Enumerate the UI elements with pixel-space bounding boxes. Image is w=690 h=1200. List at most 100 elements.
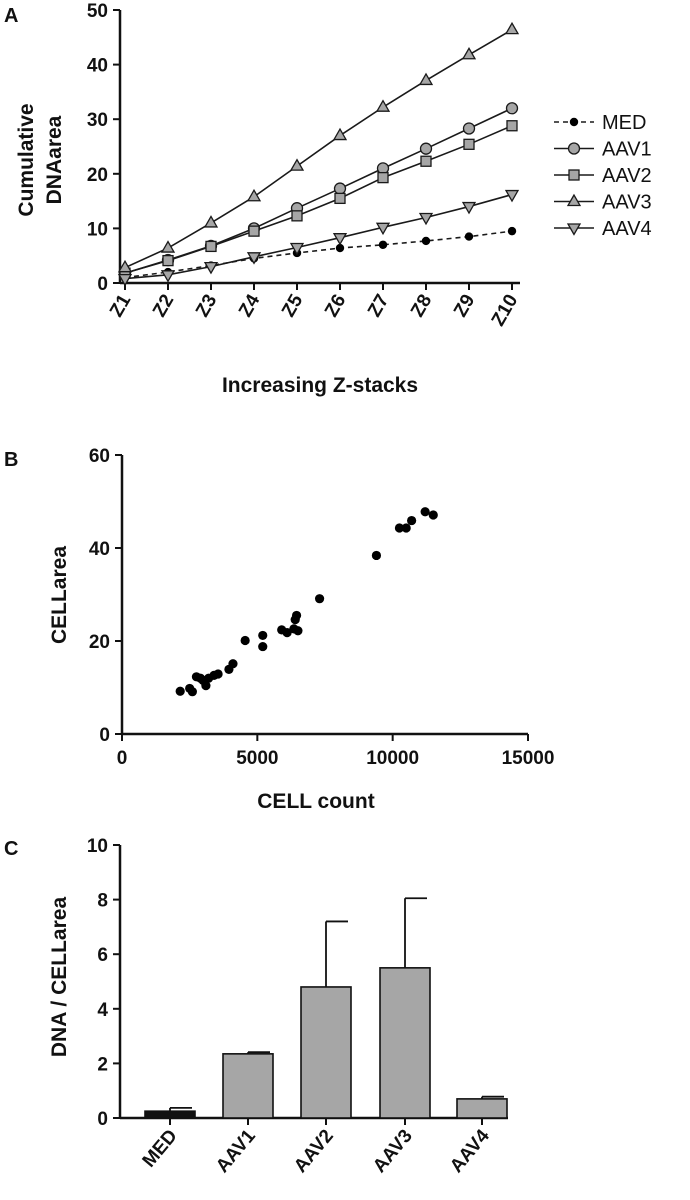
panel-a-point-aav2 [162, 254, 174, 267]
panel-a-y-tick-label: 40 [87, 56, 108, 77]
panel-b-point [407, 515, 417, 526]
panel-a-point-aav1 [333, 182, 347, 195]
panel-a-y-tick-label: 20 [87, 165, 108, 186]
panel-a-point-aav2 [334, 192, 346, 205]
panel-a-x-tick-label: Z4 [235, 291, 264, 321]
panel-a-point-aav3 [289, 158, 305, 171]
panel-a-point-aav4 [160, 270, 176, 283]
panel-b-point [201, 681, 211, 691]
panel-b-point [314, 594, 325, 604]
panel-a-x-tick-label: Z8 [407, 291, 436, 321]
panel-c-bar [222, 1053, 274, 1119]
panel-a-series-aav2 [119, 120, 518, 279]
panel-a-ylabel-line-1: Cumulative [15, 103, 38, 216]
panel-c-bar [300, 986, 352, 1119]
panel-a-x-tick-label: Z1 [106, 291, 135, 321]
panel-a-point-aav2 [463, 138, 475, 150]
panel-a-x-tick-label: Z5 [278, 291, 307, 321]
panel-a-point-aav3 [332, 127, 348, 141]
panel-a-line-med [124, 230, 513, 279]
panel-a-x-tick-label: Z6 [321, 291, 350, 321]
panel-b-x-tick-label: 5000 [236, 748, 278, 769]
panel-a-legend: MED AAV1 AAV2 AAV3 AAV4 [554, 112, 652, 240]
panel-a-legend-label: MED [602, 112, 646, 134]
panel-a-point-aav4 [418, 212, 434, 226]
panel-a-point-aav4 [332, 233, 348, 246]
panel-a-x-tick-label: Z7 [364, 291, 393, 321]
panel-b-point [420, 507, 430, 517]
panel-a-x-tick-label: Z2 [149, 291, 178, 321]
panel-a-point-aav3 [203, 215, 219, 228]
panel-a-x-tick-label: Z3 [192, 291, 221, 321]
panel-c-y-tick-label: 10 [87, 836, 108, 857]
panel-a-point-aav1 [462, 122, 476, 135]
panel-a-x-tick-label: Z10 [488, 291, 523, 330]
panel-a-point-aav4 [246, 252, 262, 265]
panel-a-point-aav2 [205, 240, 217, 253]
panel-a-point-aav4 [203, 261, 219, 275]
panel-b-axes [120, 455, 528, 736]
panel-b-y-tick-label: 60 [89, 446, 110, 467]
panel-a-point-aav4 [461, 201, 477, 215]
panel-a-legend-label: AAV1 [602, 139, 652, 161]
panel-a-legend-entry-med: MED [554, 112, 646, 134]
panel-c-x-ticks: MED AAV1 AAV2 AAV3 AAV4 [139, 1118, 494, 1177]
panel-a-legend-marker [566, 193, 582, 207]
panel-a-point-aav3 [375, 99, 391, 112]
panel-a-point-aav3 [461, 46, 477, 60]
panel-a-point-aav1 [505, 102, 519, 115]
panel-c-x-tick-label: AAV1 [212, 1125, 260, 1177]
panel-a-point-aav2 [420, 155, 432, 167]
panel-b-xlabel: CELL count [257, 790, 374, 813]
panel-c-bar [144, 1110, 196, 1119]
panel-a-legend-label: AAV4 [602, 218, 652, 240]
panel-b-point [428, 510, 438, 520]
panel-b-point [291, 610, 302, 621]
panel-a-point-aav2 [377, 171, 389, 184]
panel-a-point-med [421, 236, 431, 246]
panel-a-point-med [335, 243, 345, 253]
panel-a-point-aav3 [117, 259, 133, 273]
panel-c-bar-group-med [144, 1106, 196, 1119]
panel-b-x-tick-label: 15000 [502, 748, 555, 769]
panel-a-point-aav4 [117, 273, 133, 287]
panel-c-bar-group-aav4 [456, 1095, 508, 1119]
panel-c-bar [379, 967, 431, 1119]
panel-b-point [258, 630, 268, 641]
panel-a-series-aav4 [117, 189, 520, 287]
panel-c-bar-group-aav2 [300, 920, 352, 1119]
panel-b-point [371, 550, 382, 561]
panel-a-y-ticks: 0 10 20 30 40 50 [87, 1, 120, 295]
panel-b-x-tick-label: 0 [117, 748, 128, 769]
panel-a-legend-entry-aav3: AAV3 [554, 192, 652, 214]
panel-a-line-aav1 [124, 107, 513, 274]
panel-b-points [175, 507, 438, 697]
panel-b-ylabel: CELLarea [48, 546, 71, 644]
panel-a-line-chart: A 0 10 20 30 40 50 Z1 Z2 Z3 Z4 Z5 Z6 Z7 Z8 Z9 Z10 MED A… [4, 1, 652, 397]
panel-c-bar-group-aav1 [222, 1051, 274, 1119]
panel-a-legend-label: AAV3 [602, 192, 652, 214]
panel-a-axes [118, 10, 520, 285]
panel-a-legend-entry-aav1: AAV1 [554, 139, 652, 161]
panel-b-point [187, 687, 197, 697]
panel-b-point [282, 628, 292, 638]
panel-a-series-med [120, 226, 517, 282]
panel-a-legend-marker [566, 223, 582, 236]
panel-b-point [258, 641, 268, 652]
panel-b-point [293, 626, 303, 636]
panel-a-point-aav4 [289, 242, 305, 256]
panel-b-x-ticks: 0 5000 10000 15000 [117, 734, 555, 769]
panel-a-y-tick-label: 50 [87, 1, 108, 22]
panel-c-x-tick-label: MED [139, 1126, 182, 1172]
panel-b-y-ticks: 0 20 40 60 [89, 446, 122, 746]
panel-a-point-aav2 [506, 120, 518, 132]
panel-a-point-aav4 [375, 222, 391, 236]
panel-c-bars [144, 897, 508, 1119]
panel-a-line-aav4 [124, 193, 513, 280]
panel-b-point [240, 635, 250, 646]
panel-a-line-aav2 [124, 125, 513, 274]
panel-b-point [175, 686, 185, 696]
panel-b-point [394, 523, 405, 533]
panel-a-point-aav3 [504, 21, 520, 35]
